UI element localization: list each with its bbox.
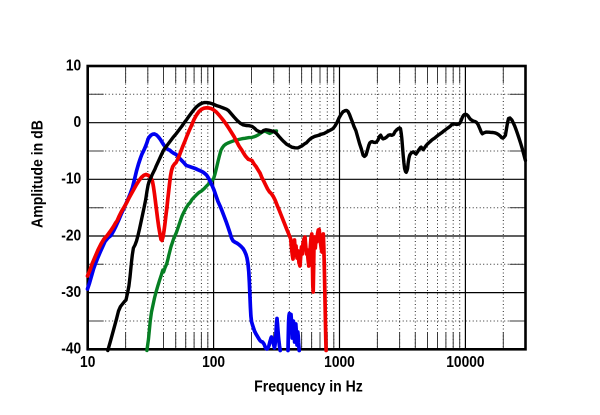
svg-text:100: 100 (202, 354, 225, 371)
svg-text:10: 10 (80, 354, 95, 371)
svg-text:10: 10 (66, 58, 81, 75)
svg-text:10000: 10000 (446, 354, 484, 371)
svg-text:-10: -10 (61, 171, 81, 188)
svg-text:1000: 1000 (324, 354, 355, 371)
svg-text:0: 0 (74, 114, 82, 131)
svg-text:-20: -20 (61, 228, 81, 245)
svg-text:Amplitude in dB: Amplitude in dB (29, 120, 47, 228)
svg-text:-40: -40 (61, 341, 81, 358)
svg-text:-30: -30 (61, 284, 81, 301)
svg-text:Frequency in Hz: Frequency in Hz (254, 377, 363, 395)
